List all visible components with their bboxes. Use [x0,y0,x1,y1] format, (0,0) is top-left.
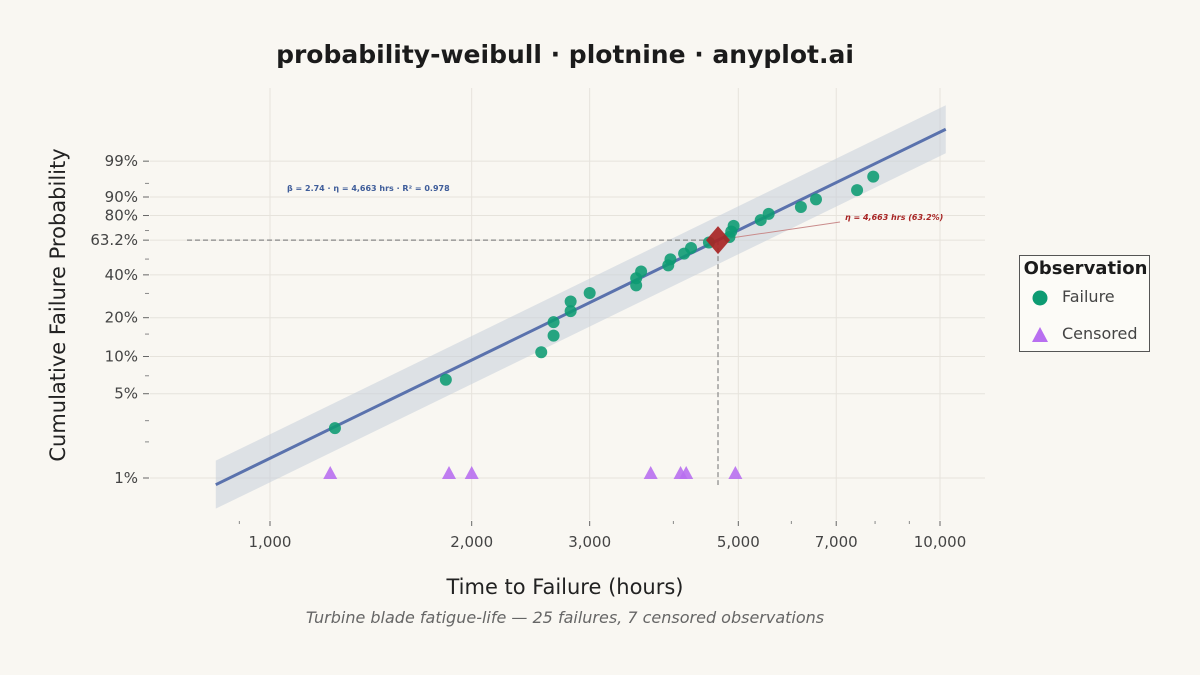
y-tick-label: 1% [114,469,138,487]
fit-stats-annotation: β = 2.74 · η = 4,663 hrs · R² = 0.978 [287,184,450,193]
failure-point [727,219,740,232]
failure-point [583,287,596,300]
failure-point [328,422,341,435]
y-tick-label: 10% [105,347,138,365]
failure-point [794,201,807,214]
chart-title: probability-weibull · plotnine · anyplot… [276,40,854,69]
censored-point [728,466,743,480]
x-tick-label: 5,000 [717,533,760,551]
y-tick-label: 80% [105,207,138,225]
failure-point [809,193,822,206]
x-tick-label: 1,000 [249,533,292,551]
eta-marker [706,226,731,255]
censored-point [643,466,658,480]
x-tick-label: 3,000 [568,533,611,551]
failure-point [439,373,452,386]
failure-point [635,265,648,278]
legend-title: Observation [1023,258,1148,279]
legend: Observation Failure Censored [1019,255,1150,352]
failure-point [867,170,880,183]
data-points [323,170,880,480]
legend-item-censored: Censored [1020,323,1151,347]
x-tick-label: 10,000 [914,533,967,551]
y-tick-label: 99% [105,152,138,170]
failure-point [547,316,560,329]
eta-reference-lines [187,221,841,485]
x-tick-label: 2,000 [450,533,493,551]
y-tick-label: 90% [105,188,138,206]
failure-point [762,207,775,220]
failure-circle-icon [1032,290,1048,306]
censored-point [679,466,694,480]
y-tick-label: 40% [105,266,138,284]
legend-label-failure: Failure [1062,287,1115,306]
failure-point [564,295,577,308]
failure-point [664,253,677,266]
annotations: β = 2.74 · η = 4,663 hrs · R² = 0.978 η … [287,184,943,222]
censored-triangle-icon [1032,327,1048,342]
legend-item-failure: Failure [1020,286,1151,310]
eta-annotation: η = 4,663 hrs (63.2%) [845,213,943,222]
censored-point [442,466,457,480]
failure-point [685,242,698,255]
eta-annotation-leader [729,221,841,239]
censored-point [464,466,479,480]
failure-point [535,346,548,359]
censored-point [323,466,338,480]
failure-point [564,305,577,318]
axis-ticks: 1,000 2,000 3,000 5,000 7,000 10,000 1% 5% 10% 20… [90,152,966,551]
chart-subtitle: Turbine blade fatigue-life — 25 failures… [305,608,825,627]
x-tick-label: 7,000 [815,533,858,551]
failure-point [547,329,560,342]
y-tick-label: 20% [105,309,138,327]
y-tick-label: 63.2% [90,231,138,249]
y-tick-label: 5% [114,385,138,403]
x-axis-label: Time to Failure (hours) [446,575,684,599]
y-axis-label: Cumulative Failure Probability [46,148,70,462]
legend-label-censored: Censored [1062,324,1138,343]
failure-point [851,184,864,197]
